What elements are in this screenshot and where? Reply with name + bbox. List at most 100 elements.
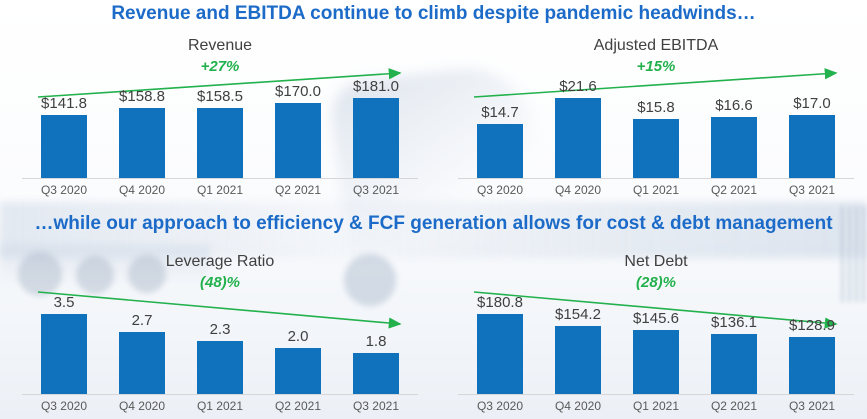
category-label: Q2 2021 xyxy=(274,399,322,413)
trend-change-label: +27% xyxy=(200,58,240,75)
category-label: Q3 2021 xyxy=(352,183,400,197)
bar xyxy=(197,108,243,178)
bar-column: $158.8 xyxy=(112,88,172,178)
bar-column: $16.6 xyxy=(704,97,764,178)
plot-area: $14.7 $21.6 $15.8 $16.6 $17.0 xyxy=(458,78,854,179)
value-label: 2.3 xyxy=(209,321,231,338)
bar xyxy=(353,98,399,178)
chart-net-debt: Net Debt (28)% $180.8 $154.2 $145.6 $136.1 $12… xyxy=(458,250,854,416)
value-label: $180.8 xyxy=(477,294,523,311)
bar xyxy=(275,103,321,178)
bar xyxy=(197,341,243,394)
value-label: $14.7 xyxy=(481,104,519,121)
bar-column: $136.1 xyxy=(704,314,764,394)
value-label: $141.8 xyxy=(41,95,87,112)
trend-change-label: (48)% xyxy=(199,274,240,291)
bar xyxy=(633,119,679,178)
trend-arrow-icon xyxy=(37,291,402,329)
bar-column: 1.8 xyxy=(346,333,406,394)
bar xyxy=(555,98,601,178)
category-label: Q2 2021 xyxy=(710,399,758,413)
headline-top: Revenue and EBITDA continue to climb des… xyxy=(111,3,756,24)
bar-column: $180.8 xyxy=(470,294,530,394)
category-label: Q3 2021 xyxy=(788,183,836,197)
trend-arrow-icon xyxy=(473,291,838,329)
bar-column: 2.0 xyxy=(268,328,328,394)
value-label: 2.7 xyxy=(131,312,153,329)
category-label: Q1 2021 xyxy=(632,183,680,197)
plot-area: $180.8 $154.2 $145.6 $136.1 $128.9 xyxy=(458,294,854,395)
bar xyxy=(275,348,321,394)
category-axis: Q3 2020 Q4 2020 Q1 2021 Q2 2021 Q3 2021 xyxy=(22,183,418,197)
category-label: Q4 2020 xyxy=(118,183,166,197)
value-label: 2.0 xyxy=(287,328,309,345)
category-axis: Q3 2020 Q4 2020 Q1 2021 Q2 2021 Q3 2021 xyxy=(458,399,854,413)
trend-change-label: +15% xyxy=(636,58,676,75)
category-label: Q1 2021 xyxy=(196,183,244,197)
value-label: $16.6 xyxy=(715,97,753,114)
bar xyxy=(633,330,679,394)
bar xyxy=(789,337,835,394)
category-label: Q3 2020 xyxy=(40,399,88,413)
chart-title: Net Debt xyxy=(624,253,688,270)
chart-title: Leverage Ratio xyxy=(165,253,275,270)
trend-change-label: (28)% xyxy=(635,274,676,291)
bar xyxy=(41,314,87,394)
value-label: 1.8 xyxy=(365,333,387,350)
bar-column: $14.7 xyxy=(470,104,530,178)
category-label: Q3 2021 xyxy=(352,399,400,413)
value-label: $21.6 xyxy=(559,78,597,95)
value-label: $170.0 xyxy=(275,83,321,100)
bar xyxy=(41,115,87,178)
bar xyxy=(353,353,399,394)
bar-column: $181.0 xyxy=(346,78,406,178)
value-label: $158.5 xyxy=(197,88,243,105)
value-label: $145.6 xyxy=(633,310,679,327)
bar xyxy=(711,334,757,394)
category-label: Q2 2021 xyxy=(274,183,322,197)
value-label: 3.5 xyxy=(53,294,75,311)
category-label: Q1 2021 xyxy=(196,399,244,413)
bar xyxy=(119,108,165,178)
category-label: Q4 2020 xyxy=(554,183,602,197)
chart-revenue: Revenue +27% $141.8 $158.8 $158.5 $170.0 $181.… xyxy=(22,34,418,200)
trend-arrow-icon xyxy=(473,68,838,98)
bar xyxy=(477,314,523,394)
category-axis: Q3 2020 Q4 2020 Q1 2021 Q2 2021 Q3 2021 xyxy=(22,399,418,413)
value-label: $128.9 xyxy=(789,317,835,334)
bar xyxy=(789,115,835,178)
bar xyxy=(555,326,601,394)
bar-column: $128.9 xyxy=(782,317,842,394)
bar-column: $145.6 xyxy=(626,310,686,394)
bar xyxy=(711,117,757,178)
value-label: $181.0 xyxy=(353,78,399,95)
bar-column: $170.0 xyxy=(268,83,328,178)
value-label: $17.0 xyxy=(793,95,831,112)
bar xyxy=(477,124,523,178)
bar-column: $141.8 xyxy=(34,95,94,178)
chart-adjusted-ebitda: Adjusted EBITDA +15% $14.7 $21.6 $15.8 $16.6 $… xyxy=(458,34,854,200)
category-axis: Q3 2020 Q4 2020 Q1 2021 Q2 2021 Q3 2021 xyxy=(458,183,854,197)
bar-column: $154.2 xyxy=(548,306,608,394)
bar-column: $158.5 xyxy=(190,88,250,178)
category-label: Q2 2021 xyxy=(710,183,758,197)
chart-title: Revenue xyxy=(187,37,253,54)
trend-arrow-icon xyxy=(37,68,402,98)
category-label: Q4 2020 xyxy=(118,399,166,413)
chart-leverage-ratio: Leverage Ratio (48)% 3.5 2.7 2.3 2.0 1.8 Q3 202… xyxy=(22,250,418,416)
bar-column: 3.5 xyxy=(34,294,94,394)
bar xyxy=(119,332,165,394)
category-label: Q3 2021 xyxy=(788,399,836,413)
bar-column: 2.7 xyxy=(112,312,172,394)
value-label: $15.8 xyxy=(637,99,675,116)
value-label: $154.2 xyxy=(555,306,601,323)
headline-bottom: …while our approach to efficiency & FCF … xyxy=(34,213,833,234)
category-label: Q3 2020 xyxy=(40,183,88,197)
value-label: $158.8 xyxy=(119,88,165,105)
category-label: Q3 2020 xyxy=(476,183,524,197)
bar-column: $15.8 xyxy=(626,99,686,178)
bar-column: 2.3 xyxy=(190,321,250,394)
category-label: Q4 2020 xyxy=(554,399,602,413)
category-label: Q1 2021 xyxy=(632,399,680,413)
